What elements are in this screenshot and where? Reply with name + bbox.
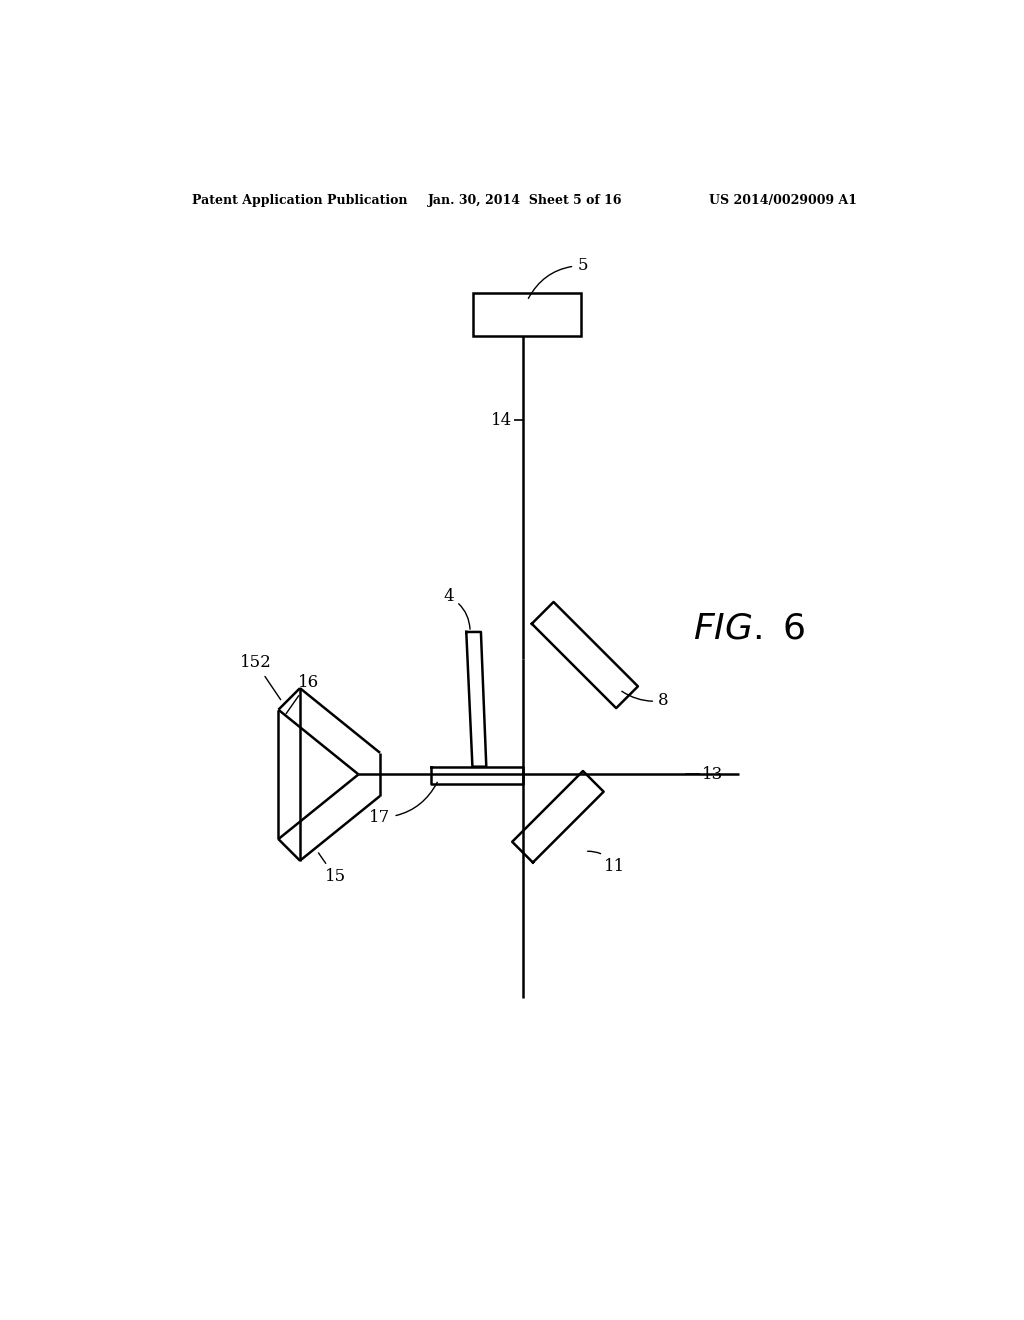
Text: 14: 14 (490, 412, 512, 429)
Text: US 2014/0029009 A1: US 2014/0029009 A1 (710, 194, 857, 207)
Bar (473, 293, 581, 335)
Text: 15: 15 (318, 853, 346, 886)
Text: 11: 11 (588, 851, 626, 875)
Text: 13: 13 (701, 766, 723, 783)
Text: Jan. 30, 2014  Sheet 5 of 16: Jan. 30, 2014 Sheet 5 of 16 (428, 194, 622, 207)
Text: Patent Application Publication: Patent Application Publication (193, 194, 408, 207)
Text: 152: 152 (240, 655, 281, 700)
Text: 8: 8 (622, 692, 669, 709)
Text: 16: 16 (286, 673, 318, 714)
Text: 17: 17 (370, 783, 437, 826)
Text: $\mathit{FIG.}$ $\mathit{6}$: $\mathit{FIG.}$ $\mathit{6}$ (692, 611, 805, 645)
Text: 5: 5 (528, 257, 588, 298)
Text: 4: 4 (443, 589, 470, 630)
